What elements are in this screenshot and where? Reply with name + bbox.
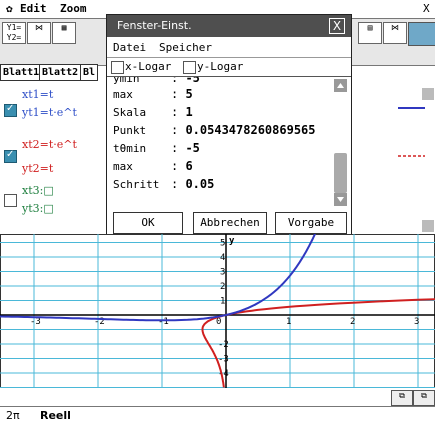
tab-blatt1[interactable]: Blatt1	[0, 64, 42, 81]
function-style-preview	[350, 84, 435, 234]
x-tick-label: 1	[286, 317, 291, 327]
function-yt2[interactable]: yt2=t	[22, 162, 53, 175]
row-ymax[interactable]: max: 5	[113, 87, 193, 101]
row-value: 1	[185, 105, 192, 119]
y-tick-label: 3	[220, 268, 225, 278]
row-label: ymin	[113, 77, 171, 85]
window-settings-dialog: Fenster-Einst. X Datei Speicher x-Logar …	[106, 14, 352, 236]
toolbar-more-button[interactable]	[408, 22, 435, 46]
y-tick-label: 1	[220, 297, 225, 307]
button-label-y1: Y1=	[3, 23, 25, 33]
row-label: max	[113, 160, 171, 173]
y-tick-label: -4	[218, 369, 229, 379]
gear-icon[interactable]: ✿	[6, 2, 13, 15]
ylog-checkbox[interactable]	[183, 61, 196, 74]
angle-mode: 2π	[6, 409, 20, 422]
menu-datei[interactable]: Datei	[113, 41, 146, 54]
cancel-button[interactable]: Abbrechen	[193, 212, 267, 234]
menu-speicher[interactable]: Speicher	[159, 41, 212, 54]
x-tick-label: -3	[30, 317, 41, 327]
settings-rows: ymin: -5 max: 5 Skala: 1 Punkt: 0.054347…	[109, 77, 331, 209]
y-axis-label: y	[229, 236, 235, 246]
row-value: 6	[185, 159, 192, 173]
default-button[interactable]: Vorgabe	[275, 212, 347, 234]
row-schritt[interactable]: Schritt: 0.05	[113, 177, 214, 191]
x-tick-label: -1	[158, 317, 169, 327]
dialog-menu: Datei Speicher	[107, 37, 351, 58]
dialog-buttons: OK Abbrechen Vorgabe	[107, 209, 351, 235]
row-label: Punkt	[113, 124, 171, 137]
y-tick-label: 5	[220, 239, 225, 249]
row-value: 0.0543478260869565	[185, 123, 315, 137]
row-value: 0.05	[185, 177, 214, 191]
function-yt3[interactable]: yt3:□	[22, 202, 54, 215]
row-label: Schritt	[113, 178, 171, 191]
function-xt2[interactable]: xt2=t·e^t	[22, 138, 77, 151]
row-label: max	[113, 88, 171, 101]
graph-window-icon[interactable]: ⋈	[383, 22, 407, 44]
function-xt1[interactable]: xt1=t	[22, 88, 53, 101]
status-bar: 2π Reell	[0, 406, 435, 424]
scroll-up-icon[interactable]	[422, 88, 434, 100]
function-xt3[interactable]: xt3:□	[22, 184, 54, 197]
function-yt1[interactable]: yt1=t·e^t	[22, 106, 77, 119]
menu-edit[interactable]: Edit	[20, 2, 47, 15]
function-checkbox-2[interactable]	[4, 150, 17, 163]
tab-blatt2[interactable]: Blatt2	[39, 64, 81, 81]
function-checkbox-1[interactable]	[4, 104, 17, 117]
sheet-tabs: Blatt1 Blatt2 Bl	[0, 64, 110, 80]
number-mode: Reell	[40, 409, 71, 422]
app-close-icon[interactable]: X	[423, 2, 430, 15]
graph-editor-button[interactable]: Y1= Y2=	[2, 22, 26, 44]
y-tick-label: 4	[220, 253, 225, 263]
row-punkt[interactable]: Punkt: 0.0543478260869565	[113, 123, 316, 137]
row-value: -5	[185, 141, 199, 155]
y-tick-label: -2	[218, 340, 229, 350]
window-split-icon[interactable]: ▤	[358, 22, 382, 44]
tab-blatt3[interactable]: Bl	[80, 64, 98, 81]
y-tick-label: 2	[220, 282, 225, 292]
table-icon[interactable]: ▦	[52, 22, 76, 44]
scroll-down-icon[interactable]	[422, 220, 434, 232]
y-tick-label: -3	[218, 355, 229, 365]
row-value: -5	[185, 77, 199, 85]
graph-copy-icon[interactable]: ⧉	[391, 390, 413, 406]
row-skala[interactable]: Skala: 1	[113, 105, 193, 119]
log-options: x-Logar y-Logar	[107, 58, 351, 77]
ok-button[interactable]: OK	[113, 212, 183, 234]
menu-zoom[interactable]: Zoom	[60, 2, 87, 15]
row-tmin[interactable]: tθmin: -5	[113, 141, 200, 155]
row-tmax[interactable]: max: 6	[113, 159, 193, 173]
row-label: Skala	[113, 106, 171, 119]
xlog-checkbox[interactable]	[111, 61, 124, 74]
ylog-label: y-Logar	[197, 60, 243, 73]
dialog-close-icon[interactable]: X	[329, 18, 345, 34]
xlog-label: x-Logar	[125, 60, 171, 73]
dialog-scrollbar[interactable]	[333, 77, 349, 207]
function-checkbox-3[interactable]	[4, 194, 17, 207]
row-value: 5	[185, 87, 192, 101]
row-ymin[interactable]: ymin: -5	[113, 77, 200, 85]
x-tick-label: 3	[414, 317, 419, 327]
button-label-y2: Y2=	[3, 33, 25, 43]
row-label: tθmin	[113, 142, 171, 155]
graph-draw-icon[interactable]: ⋈	[27, 22, 51, 44]
x-tick-label: 2	[350, 317, 355, 327]
dialog-title: Fenster-Einst.	[117, 15, 192, 37]
dialog-titlebar: Fenster-Einst. X	[107, 15, 351, 37]
scroll-thumb[interactable]	[334, 153, 347, 193]
graph-paste-icon[interactable]: ⧉	[413, 390, 435, 406]
